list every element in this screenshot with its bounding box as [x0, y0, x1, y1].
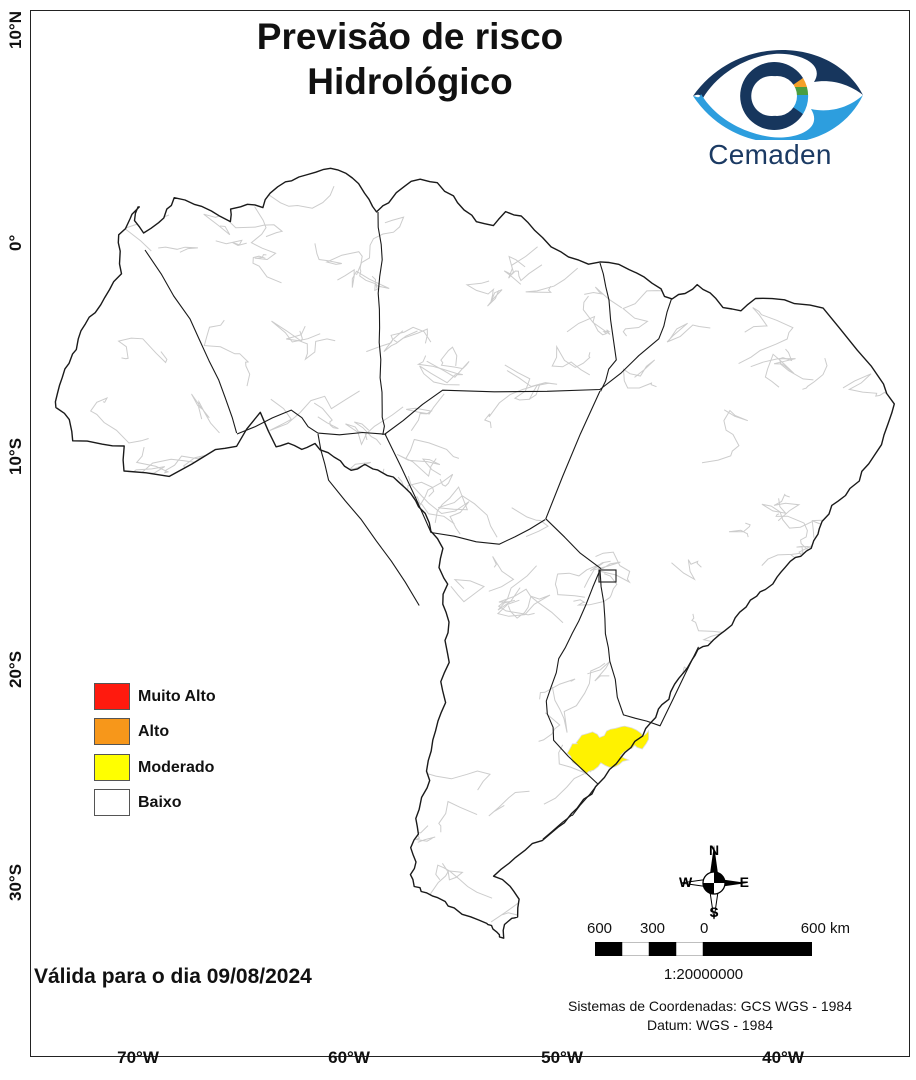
svg-text:S: S [709, 904, 718, 920]
svg-text:N: N [709, 843, 719, 858]
svg-text:W: W [679, 874, 693, 890]
svg-text:E: E [740, 874, 749, 890]
